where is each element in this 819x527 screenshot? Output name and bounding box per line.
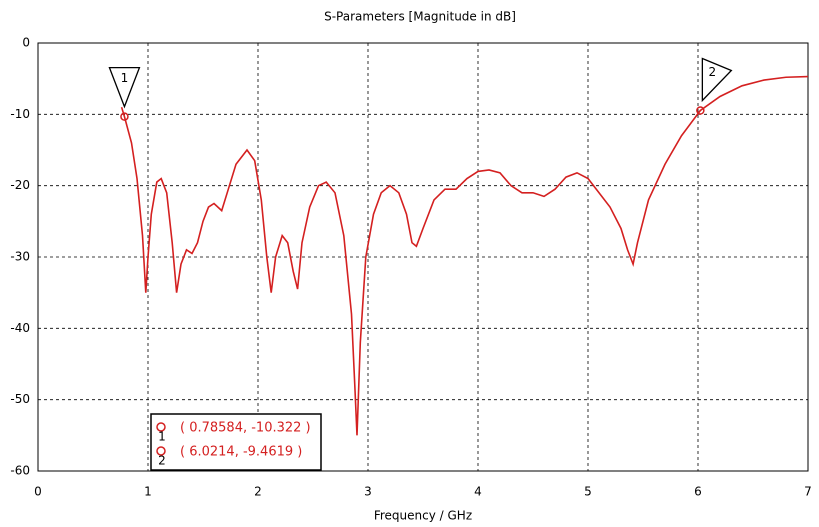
x-tick-label: 7	[804, 485, 812, 499]
marker-flag	[701, 57, 733, 103]
y-tick-label: -50	[10, 392, 30, 406]
marker-flag	[108, 66, 141, 109]
readout-number: 1	[158, 430, 166, 444]
x-tick-label: 4	[474, 485, 482, 499]
marker-point	[120, 112, 129, 121]
x-tick-label: 6	[694, 485, 702, 499]
y-tick-label: -60	[10, 464, 30, 478]
x-tick-label: 1	[144, 485, 152, 499]
data-line	[120, 75, 809, 436]
readout-icon	[156, 422, 166, 432]
marker-point	[696, 106, 705, 115]
x-tick-label: 2	[254, 485, 262, 499]
x-tick-label: 5	[584, 485, 592, 499]
marker-label: 1	[121, 71, 129, 85]
y-tick-label: -30	[10, 250, 30, 264]
y-tick-label: -20	[10, 178, 30, 192]
x-tick-label: 0	[34, 485, 42, 499]
x-axis-label: Frequency / GHz	[374, 509, 472, 523]
y-tick-label: 0	[22, 36, 30, 50]
y-tick-label: -40	[10, 321, 30, 335]
readout-text: ( 6.0214, -9.4619 )	[180, 445, 302, 460]
x-tick-label: 3	[364, 485, 372, 499]
readout-box	[150, 413, 322, 471]
chart-title: S-Parameters [Magnitude in dB]	[324, 10, 516, 24]
y-tick-label: -10	[10, 107, 30, 121]
plot-frame	[37, 42, 809, 472]
marker-label: 2	[709, 65, 717, 79]
readout-text: ( 0.78584, -10.322 )	[180, 421, 311, 436]
readout-number: 2	[158, 454, 166, 468]
readout-icon	[156, 446, 166, 456]
